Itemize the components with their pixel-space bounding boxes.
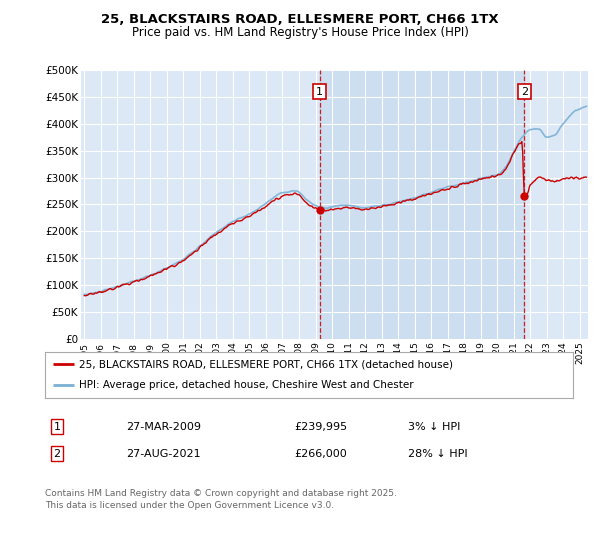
Text: HPI: Average price, detached house, Cheshire West and Chester: HPI: Average price, detached house, Ches… <box>79 380 414 390</box>
Text: Contains HM Land Registry data © Crown copyright and database right 2025.
This d: Contains HM Land Registry data © Crown c… <box>45 489 397 510</box>
Text: £239,995: £239,995 <box>294 422 347 432</box>
Text: 28% ↓ HPI: 28% ↓ HPI <box>408 449 467 459</box>
Text: 3% ↓ HPI: 3% ↓ HPI <box>408 422 460 432</box>
Text: 25, BLACKSTAIRS ROAD, ELLESMERE PORT, CH66 1TX: 25, BLACKSTAIRS ROAD, ELLESMERE PORT, CH… <box>101 13 499 26</box>
Text: 27-AUG-2021: 27-AUG-2021 <box>126 449 200 459</box>
Text: 1: 1 <box>53 422 61 432</box>
Text: 1: 1 <box>316 86 323 96</box>
Text: 2: 2 <box>53 449 61 459</box>
Bar <box>320 70 524 339</box>
Text: 25, BLACKSTAIRS ROAD, ELLESMERE PORT, CH66 1TX (detached house): 25, BLACKSTAIRS ROAD, ELLESMERE PORT, CH… <box>79 359 454 369</box>
Text: £266,000: £266,000 <box>294 449 347 459</box>
Text: Price paid vs. HM Land Registry's House Price Index (HPI): Price paid vs. HM Land Registry's House … <box>131 26 469 39</box>
Text: 27-MAR-2009: 27-MAR-2009 <box>126 422 201 432</box>
Text: 2: 2 <box>521 86 528 96</box>
